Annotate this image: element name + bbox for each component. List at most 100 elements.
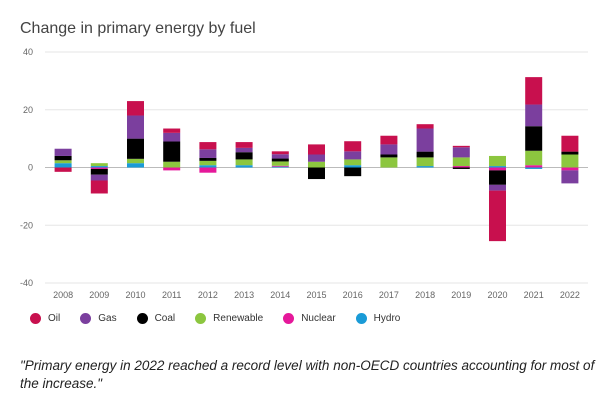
y-tick-label: -40 xyxy=(20,278,33,288)
bar-coal-2012 xyxy=(199,157,217,161)
bar-nuclear-2012 xyxy=(199,167,217,173)
tick-labels: 40 20 0 -20 -40 2008 2009 2010 2011 2012 2013 2014 2… xyxy=(20,47,580,300)
y-tick-label: 0 xyxy=(28,163,33,173)
x-tick-label: 2018 xyxy=(415,290,435,300)
x-tick-label: 2010 xyxy=(125,290,145,300)
bar-coal-2021 xyxy=(525,126,543,151)
legend-label-nuclear: Nuclear xyxy=(301,313,336,324)
bar-coal-2017 xyxy=(380,154,398,158)
legend-swatch-gas xyxy=(80,313,92,324)
bar-renewable-2020 xyxy=(489,155,506,167)
bar-renewable-2013 xyxy=(235,159,253,166)
bar-oil-2012 xyxy=(199,142,217,150)
bar-gas-2022 xyxy=(561,170,579,184)
bar-hydro-2014 xyxy=(271,166,289,168)
bar-renewable-2008 xyxy=(54,160,72,164)
bar-gas-2012 xyxy=(199,149,217,158)
bar-hydro-2008 xyxy=(54,163,72,168)
bar-oil-2009 xyxy=(90,180,108,194)
bar-oil-2018 xyxy=(416,124,434,129)
chart-title: Change in primary energy by fuel xyxy=(20,20,256,37)
bar-oil-2010 xyxy=(127,101,144,116)
x-tick-label: 2009 xyxy=(89,290,109,300)
bar-oil-2011 xyxy=(163,128,181,133)
bar-hydro-2010 xyxy=(127,163,144,168)
x-tick-label: 2022 xyxy=(560,290,580,300)
x-tick-label: 2015 xyxy=(306,290,326,300)
legend-swatch-renewable xyxy=(195,313,207,324)
bar-nuclear-2014 xyxy=(271,165,289,167)
bar-nuclear-2021 xyxy=(525,165,543,168)
y-tick-label: 20 xyxy=(23,105,33,115)
legend-swatch-coal xyxy=(136,313,148,324)
bar-hydro-2021 xyxy=(525,167,543,169)
bar-gas-2020 xyxy=(489,184,506,191)
x-tick-label: 2011 xyxy=(162,290,181,300)
bar-oil-2015 xyxy=(308,144,325,155)
bar-renewable-2010 xyxy=(127,158,144,164)
bar-gas-2016 xyxy=(344,151,362,160)
bar-nuclear-2020 xyxy=(489,167,506,171)
bar-oil-2016 xyxy=(344,141,362,152)
bar-gas-2014 xyxy=(271,154,289,159)
bar-coal-2010 xyxy=(127,138,144,159)
bar-gas-2017 xyxy=(380,144,398,155)
bar-gas-2015 xyxy=(308,154,325,162)
x-tick-label: 2021 xyxy=(524,290,544,300)
bar-coal-2015 xyxy=(308,167,325,180)
bar-oil-2008 xyxy=(54,167,72,172)
x-tick-label: 2012 xyxy=(198,290,218,300)
bar-hydro-2009 xyxy=(90,166,108,168)
bar-nuclear-2022 xyxy=(561,167,579,171)
bar-gas-2021 xyxy=(525,104,543,127)
bar-gas-2009 xyxy=(90,174,108,181)
x-tick-label: 2020 xyxy=(487,290,507,300)
bar-coal-2018 xyxy=(416,151,434,158)
bar-gas-2019 xyxy=(452,147,470,158)
bar-oil-2020 xyxy=(489,190,506,242)
x-tick-label: 2013 xyxy=(234,290,254,300)
bar-hydro-2013 xyxy=(235,165,253,168)
bar-nuclear-2019 xyxy=(452,166,470,168)
legend-swatch-nuclear xyxy=(283,313,295,324)
legend-label-gas: Gas xyxy=(98,313,117,324)
y-tick-label: -20 xyxy=(20,220,33,230)
bar-coal-2011 xyxy=(163,141,181,162)
bar-renewable-2014 xyxy=(271,161,289,166)
x-tick-label: 2016 xyxy=(343,290,363,300)
bar-oil-2013 xyxy=(235,142,253,148)
bar-nuclear-2011 xyxy=(163,167,181,171)
bar-coal-2009 xyxy=(90,168,108,175)
legend-label-oil: Oil xyxy=(48,313,61,324)
bar-renewable-2012 xyxy=(199,160,217,166)
bars xyxy=(54,77,579,242)
legend-item-renewable: Renewable xyxy=(195,313,263,324)
bar-renewable-2016 xyxy=(344,159,362,166)
x-tick-label: 2019 xyxy=(451,290,471,300)
legend-item-gas: Gas xyxy=(80,313,117,324)
chart-legend: Oil Gas Coal Renewable Nuclear Hydro xyxy=(30,313,400,324)
bar-oil-2022 xyxy=(561,135,579,152)
x-tick-label: 2008 xyxy=(53,290,73,300)
bar-hydro-2016 xyxy=(344,165,362,168)
quote-caption: "Primary energy in 2022 reached a record… xyxy=(20,358,595,391)
bar-coal-2019 xyxy=(452,167,470,169)
bar-hydro-2020 xyxy=(489,166,506,168)
legend-label-coal: Coal xyxy=(154,313,176,324)
x-tick-label: 2017 xyxy=(379,290,399,300)
bar-renewable-2015 xyxy=(308,161,325,168)
bar-coal-2022 xyxy=(561,151,579,155)
bar-gas-2018 xyxy=(416,128,434,152)
bar-gas-2008 xyxy=(54,148,72,156)
bar-coal-2016 xyxy=(344,167,362,177)
legend-item-nuclear: Nuclear xyxy=(283,313,336,324)
bar-coal-2008 xyxy=(54,155,72,161)
legend-swatch-hydro xyxy=(355,313,367,324)
bar-gas-2013 xyxy=(235,147,253,153)
x-tick-label: 2014 xyxy=(270,290,290,300)
bar-renewable-2011 xyxy=(163,161,181,168)
legend-item-coal: Coal xyxy=(136,313,176,324)
bar-renewable-2021 xyxy=(525,150,543,166)
legend-item-oil: Oil xyxy=(30,313,60,324)
bar-oil-2014 xyxy=(271,151,289,155)
